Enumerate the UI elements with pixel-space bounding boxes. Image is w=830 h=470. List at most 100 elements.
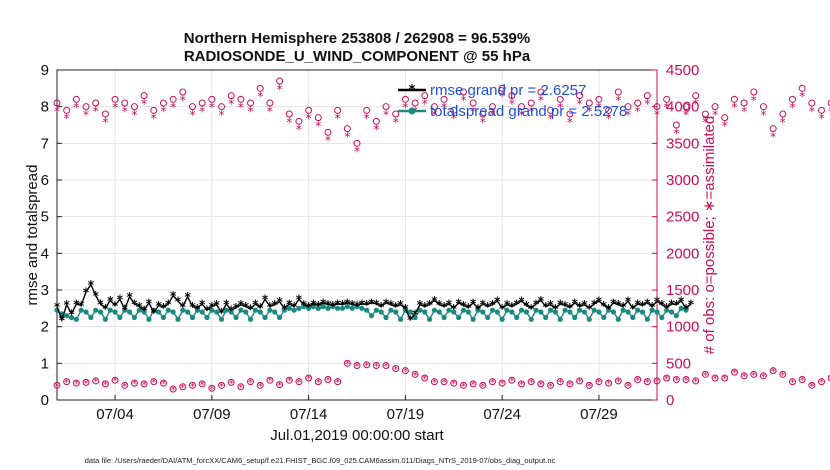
obs-assimilated-point: * [489,108,495,122]
rmse-point: * [185,290,192,304]
obs-low-assimilated-point: * [180,383,185,394]
rmse-point: * [543,300,550,314]
rmse-point: * [514,297,521,311]
y-left-tick-label: 6 [41,172,49,189]
rmse-point: * [330,299,337,313]
rmse-point: * [533,297,540,311]
obs-possible-point [779,110,787,118]
obs-low-assimilated-point: * [384,362,389,373]
y-left-tick-label: 8 [41,99,49,116]
obs-low-assimilated-point: * [113,376,118,387]
rmse-point: * [243,300,250,314]
spread-point [514,314,520,321]
spread-point [644,316,650,322]
rmse-series: ****************************************… [54,278,695,328]
rmse-point: * [446,297,453,311]
obs-possible-point [421,92,429,100]
spread-point [591,307,597,313]
obs-assimilated-point: * [73,101,79,115]
obs-possible-point [256,84,264,92]
obs-low-assimilated-point: * [616,377,621,388]
obs-possible-point [305,106,313,114]
obs-possible-point [488,103,496,111]
spread-point [373,307,379,313]
spread-point [359,305,365,311]
spread-point [538,309,544,315]
obs-assimilated-point: * [528,104,534,118]
spread-point [243,309,249,315]
spread-point [485,314,491,321]
obs-low-assimilated-point: * [829,374,830,385]
obs-assimilated-point: * [722,119,728,133]
obs-assimilated-point: * [557,101,563,115]
obs-possible-point [469,99,477,107]
spread-point [175,316,181,322]
obs-low-possible-point [247,378,255,386]
obs-low-assimilated-point: * [567,380,572,391]
rmse-point: * [620,300,627,314]
legend-spread-label: totalspread grand pr = 2.5278 [430,103,627,120]
obs-low-possible-point [285,376,293,384]
obs-assimilated-point: * [112,101,118,115]
obs-low-assimilated-point: * [374,362,379,373]
obs-assimilated-point: * [354,145,360,159]
x-tick-label: 07/29 [580,406,618,423]
rmse-point: * [431,294,438,308]
spread-point [417,307,423,313]
obs-assimilated-point: * [741,104,747,118]
obs-assimilated-point: * [731,101,737,115]
obs-assimilated-point: * [451,112,457,126]
spread-point [252,307,258,313]
obs-assimilated-point: * [441,101,447,115]
rmse-point: * [368,296,375,310]
obs-low-assimilated-point: * [151,378,156,389]
obs-assimilated-point: * [325,134,331,148]
obs-low-possible-point [556,378,564,386]
obs-possible-point [188,103,196,111]
spread-point [383,314,389,321]
obs-low-possible-point [498,379,506,387]
obs-assimilated-point: * [315,119,321,133]
obs-assimilated-point: * [83,108,89,122]
obs-low-possible-point [179,383,187,391]
obs-count-series: **** *** * **** *** * *** * ***************** ***… [53,77,830,396]
obs-possible-point [788,95,796,103]
obs-low-assimilated-point: * [355,362,360,373]
obs-low-possible-point [430,378,438,386]
obs-assimilated-point: * [228,97,234,111]
rmse-point: * [605,302,612,316]
obs-low-possible-point [188,381,196,389]
obs-possible-point [372,117,380,125]
rmse-point: * [291,300,298,314]
rmse-point: * [547,298,554,312]
spread-point [286,305,292,311]
rmse-point: * [136,300,143,314]
obs-possible-point [237,95,245,103]
spread-point [165,307,171,313]
obs-low-possible-point [605,379,613,387]
spread-point [141,309,147,315]
obs-possible-point [430,103,438,111]
obs-possible-point [808,99,816,107]
obs-low-possible-point [421,374,429,382]
obs-assimilated-point: * [180,93,186,107]
obs-low-possible-point [547,381,555,389]
obs-assimilated-point: * [538,93,544,107]
spread-point [635,307,641,313]
obs-assimilated-point: * [751,93,757,107]
obs-low-assimilated-point: * [635,375,640,386]
spread-point [247,316,254,322]
rmse-point: * [305,300,312,314]
obs-low-assimilated-point: * [325,375,330,386]
obs-low-possible-point [450,379,458,387]
obs-possible-point [247,99,255,107]
spread-point [117,314,123,321]
spread-point [194,307,200,313]
obs-low-assimilated-point: * [277,381,282,392]
obs-possible-point [692,92,700,100]
obs-low-assimilated-point: * [809,381,814,392]
obs-low-possible-point [111,376,119,384]
legend-spread-marker [408,107,416,115]
spread-point [68,314,75,321]
obs-possible-point [827,99,830,107]
